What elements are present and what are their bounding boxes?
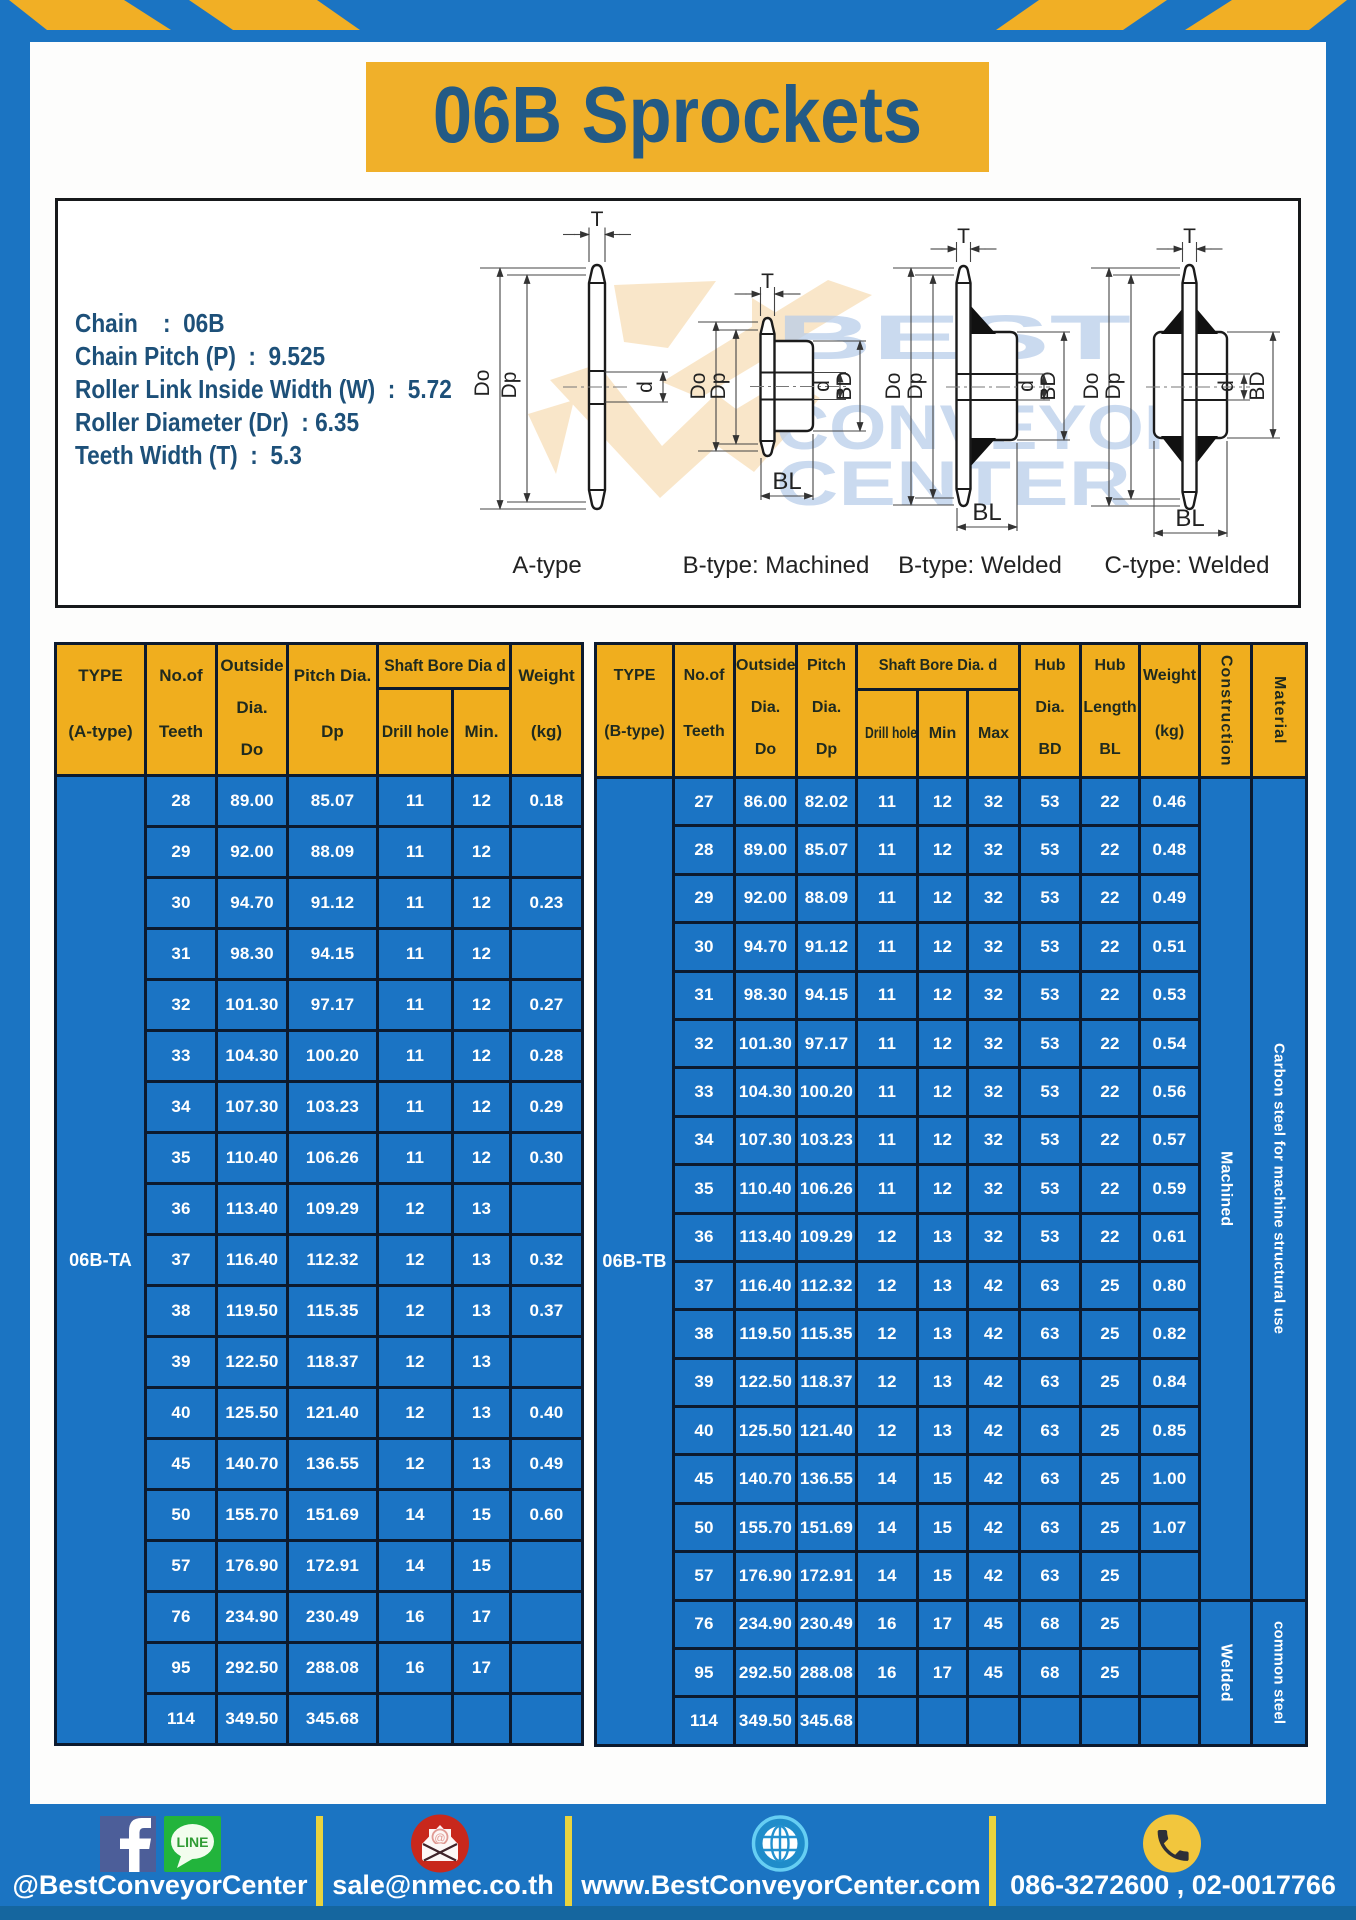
svg-text:d: d: [811, 380, 834, 392]
svg-text:Dp: Dp: [498, 372, 521, 399]
svg-text:@: @: [434, 1833, 445, 1845]
svg-text:B-type: Welded: B-type: Welded: [898, 552, 1062, 579]
svg-text:d: d: [634, 381, 657, 393]
svg-text:B-type: Machined: B-type: Machined: [683, 552, 870, 579]
svg-text:T: T: [761, 270, 774, 293]
svg-text:BL: BL: [772, 468, 801, 495]
svg-text:d: d: [1015, 380, 1038, 392]
svg-text:Dp: Dp: [904, 373, 927, 400]
svg-text:T: T: [1183, 225, 1196, 248]
svg-text:A-type: A-type: [512, 552, 581, 579]
svg-text:Do: Do: [882, 373, 905, 400]
svg-text:Dp: Dp: [707, 373, 730, 400]
svg-text:Dp: Dp: [1102, 373, 1125, 400]
svg-text:BD: BD: [1037, 371, 1060, 400]
svg-text:T: T: [957, 225, 970, 248]
svg-text:Do: Do: [1080, 373, 1103, 400]
svg-text:BL: BL: [1175, 505, 1204, 532]
svg-text:BD: BD: [833, 371, 856, 400]
svg-text:CENTER: CENTER: [776, 449, 1131, 519]
svg-text:Do: Do: [687, 373, 710, 400]
svg-text:T: T: [591, 208, 604, 231]
svg-text:LINE: LINE: [177, 1834, 209, 1850]
svg-text:d: d: [1215, 380, 1238, 392]
svg-text:BD: BD: [1246, 371, 1269, 400]
svg-text:Do: Do: [471, 370, 494, 397]
svg-text:BL: BL: [972, 499, 1001, 526]
svg-text:C-type: Welded: C-type: Welded: [1105, 552, 1270, 579]
svg-text:BEST: BEST: [776, 303, 1131, 373]
